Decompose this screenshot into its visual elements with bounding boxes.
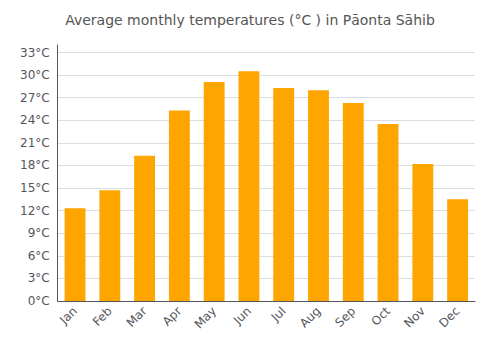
svg-text:33°C: 33°C (20, 46, 50, 60)
svg-text:3°C: 3°C (28, 271, 50, 285)
svg-text:Apr: Apr (160, 304, 185, 329)
svg-text:Nov: Nov (401, 304, 427, 330)
svg-text:Mar: Mar (124, 304, 150, 330)
svg-text:Jul: Jul (268, 304, 289, 325)
svg-text:Jun: Jun (230, 304, 254, 328)
svg-text:Aug: Aug (297, 304, 323, 330)
svg-text:Average monthly temperatures (: Average monthly temperatures (°C ) in Pā… (65, 12, 435, 28)
svg-text:0°C: 0°C (28, 294, 50, 308)
svg-text:Jan: Jan (56, 304, 80, 328)
svg-text:21°C: 21°C (20, 136, 50, 150)
svg-text:24°C: 24°C (20, 113, 50, 127)
svg-text:Dec: Dec (436, 304, 462, 330)
svg-text:6°C: 6°C (28, 249, 50, 263)
svg-text:15°C: 15°C (20, 181, 50, 195)
svg-text:18°C: 18°C (20, 158, 50, 172)
svg-text:Sep: Sep (332, 304, 358, 330)
svg-text:27°C: 27°C (20, 91, 50, 105)
svg-text:Oct: Oct (368, 304, 393, 329)
svg-text:12°C: 12°C (20, 204, 50, 218)
svg-text:May: May (192, 304, 219, 331)
svg-text:Feb: Feb (90, 304, 115, 329)
svg-text:9°C: 9°C (28, 226, 50, 240)
svg-text:30°C: 30°C (20, 68, 50, 82)
